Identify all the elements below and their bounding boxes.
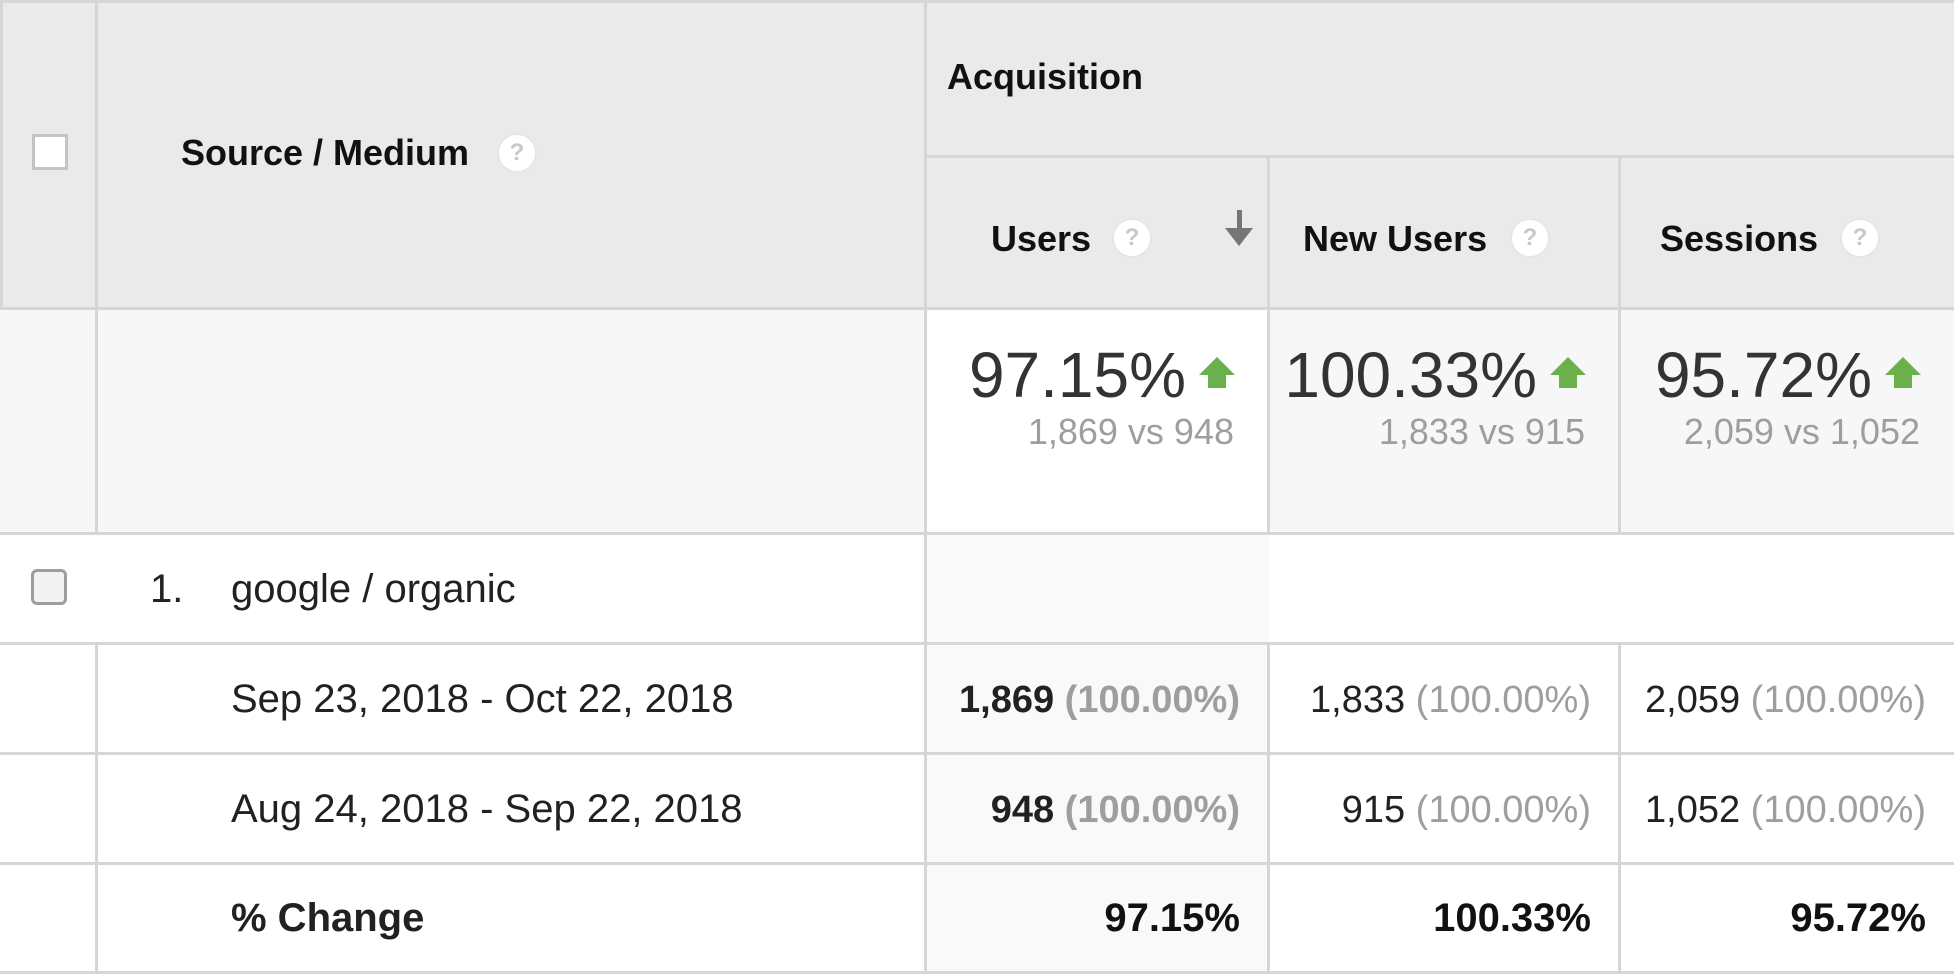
select-all-checkbox[interactable] xyxy=(32,134,68,170)
new-users-help-icon[interactable]: ? xyxy=(1510,218,1550,258)
trend-up-icon xyxy=(1885,357,1921,389)
users-column-header[interactable]: Users xyxy=(991,218,1092,259)
period2-new-users: 915 (100.00%) xyxy=(1341,789,1591,831)
trend-up-icon xyxy=(1199,357,1235,389)
period2-users: 948 (100.00%) xyxy=(990,789,1240,831)
summary-new-users-cell xyxy=(1269,310,1620,534)
period1-new-users: 1,833 (100.00%) xyxy=(1310,679,1591,721)
trend-up-icon xyxy=(1550,357,1586,389)
change-sessions: 95.72% xyxy=(1790,896,1926,940)
change-users: 97.15% xyxy=(1104,896,1240,940)
dimension-header-label[interactable]: Source / Medium xyxy=(181,132,470,173)
change-new-users: 100.33% xyxy=(1433,896,1591,940)
summary-new-users-vs: 1,833 vs 915 xyxy=(1378,411,1585,452)
summary-sessions-pct: 95.72% xyxy=(1654,339,1872,411)
dimension-help-icon[interactable]: ? xyxy=(497,133,537,173)
sort-descending-icon[interactable] xyxy=(1225,210,1253,250)
summary-row xyxy=(0,310,925,534)
summary-sessions-vs: 2,059 vs 1,052 xyxy=(1683,411,1920,452)
period-label: Aug 24, 2018 - Sep 22, 2018 xyxy=(231,787,743,831)
row-index: 1. xyxy=(150,567,184,611)
row-dimension-link[interactable]: google / organic xyxy=(231,567,516,611)
sessions-column-header[interactable]: Sessions xyxy=(1660,218,1819,259)
summary-new-users-pct: 100.33% xyxy=(1284,339,1537,411)
period2-sessions: 1,052 (100.00%) xyxy=(1645,789,1926,831)
summary-users-vs: 1,869 vs 948 xyxy=(1027,411,1234,452)
period1-users: 1,869 (100.00%) xyxy=(959,679,1240,721)
period1-sessions: 2,059 (100.00%) xyxy=(1645,679,1926,721)
change-label: % Change xyxy=(231,896,425,940)
summary-sessions-cell xyxy=(1620,310,1954,534)
acquisition-group-label: Acquisition xyxy=(947,56,1143,97)
summary-users-cell xyxy=(925,310,1269,534)
users-help-icon[interactable]: ? xyxy=(1112,218,1152,258)
sessions-help-icon[interactable]: ? xyxy=(1840,218,1880,258)
row-checkbox[interactable] xyxy=(31,569,67,605)
new-users-column-header[interactable]: New Users xyxy=(1303,218,1488,259)
period-label: Sep 23, 2018 - Oct 22, 2018 xyxy=(231,677,734,721)
summary-users-pct: 97.15% xyxy=(968,339,1186,411)
